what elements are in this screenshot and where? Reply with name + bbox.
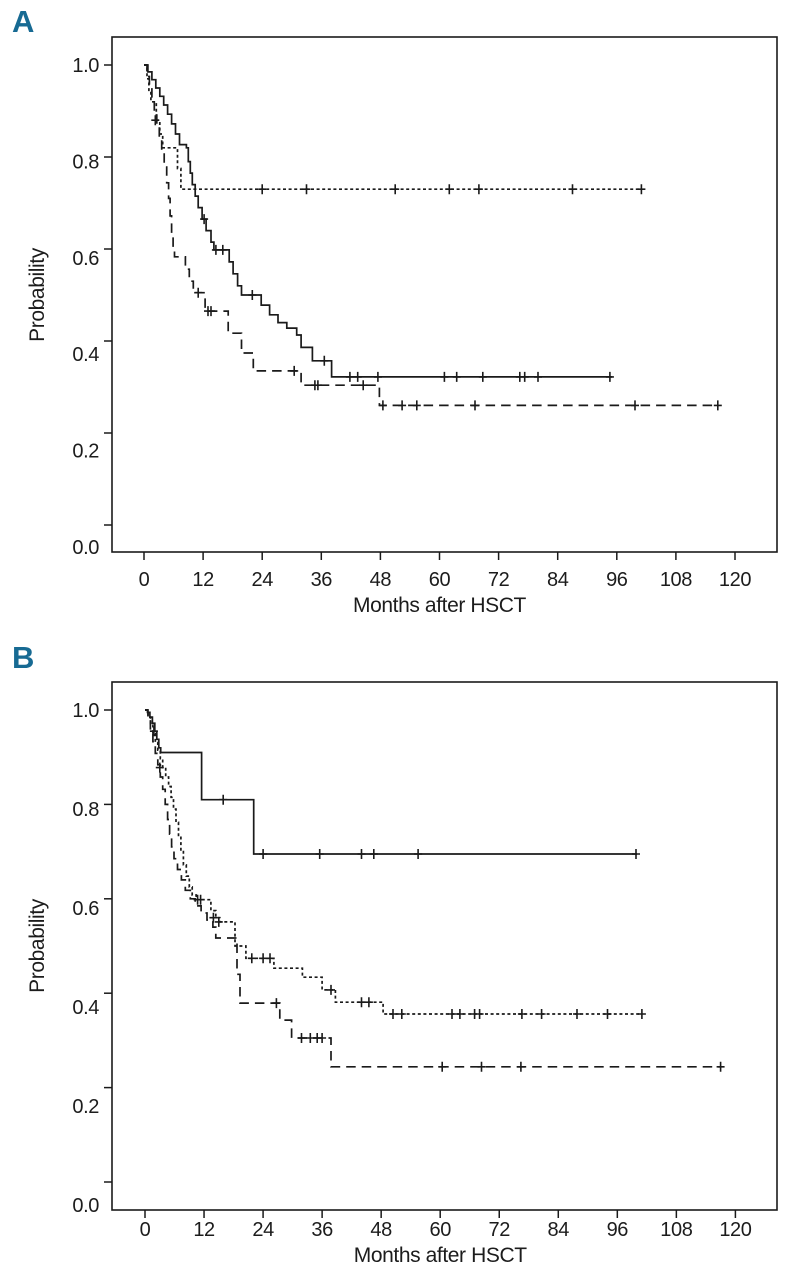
- x-tick-label: 72: [488, 569, 510, 591]
- x-tick-label: 108: [660, 569, 692, 591]
- y-tick-label: 0.2: [72, 1096, 99, 1118]
- y-tick-label: 0.4: [72, 344, 99, 366]
- x-tick-label: 48: [370, 1219, 392, 1241]
- y-tick-label: 0.6: [72, 898, 99, 920]
- y-tick-label: 0.8: [72, 799, 99, 821]
- panel-a-label: A: [12, 4, 35, 39]
- x-tick-label: 48: [370, 569, 392, 591]
- y-tick-label: 1.0: [72, 55, 99, 77]
- x-tick-label: 84: [548, 1219, 570, 1241]
- x-tick-label: 108: [660, 1219, 692, 1241]
- panel-b-plot: 0 12 24 36 48 60 72 84 96 108 120 0.0 0.2 0.4 0.6 0.8 1.…: [26, 681, 778, 1267]
- y-tick-label: 0.2: [72, 441, 99, 463]
- x-tick-label: 36: [311, 1219, 333, 1241]
- y-tick-label: 1.0: [72, 700, 99, 722]
- x-tick-label: 60: [429, 569, 451, 591]
- y-axis-title: Probability: [26, 898, 49, 993]
- x-tick-label: 0: [140, 1219, 151, 1241]
- x-tick-label: 12: [193, 1219, 215, 1241]
- series-long-dash-curve: [144, 64, 718, 407]
- x-tick-label: 0: [139, 569, 150, 591]
- series-long-dash-curve: [145, 709, 721, 1068]
- x-tick-label: 24: [251, 569, 273, 591]
- x-axis-title: Months after HSCT: [353, 594, 526, 617]
- plot-frame: [111, 36, 778, 553]
- censor-marks-short-dash-curve: [155, 762, 646, 1019]
- y-tick-label: 0.4: [72, 997, 99, 1019]
- y-tick-label: 0.8: [72, 151, 99, 173]
- censor-marks-short-dash-curve: [151, 115, 646, 195]
- y-tick-label: 0.0: [72, 537, 99, 559]
- x-tick-label: 24: [252, 1219, 274, 1241]
- y-tick-label: 0.6: [72, 248, 99, 270]
- x-tick-label: 60: [429, 1219, 451, 1241]
- x-tick-label: 72: [489, 1219, 511, 1241]
- censor-marks-solid-curve: [200, 214, 614, 382]
- x-tick-label: 84: [547, 569, 569, 591]
- x-tick-label: 12: [192, 569, 214, 591]
- series-solid-curve: [145, 709, 637, 855]
- x-axis-title: Months after HSCT: [354, 1244, 527, 1267]
- censor-marks-long-dash-curve: [272, 998, 725, 1072]
- censor-marks-long-dash-curve: [194, 287, 722, 411]
- plot-frame: [111, 681, 778, 1211]
- y-axis-title: Probability: [26, 247, 49, 342]
- censor-marks-solid-curve: [149, 726, 640, 859]
- y-tick-label: 0.0: [72, 1195, 99, 1217]
- series-solid-curve: [144, 64, 612, 378]
- series-short-dash-curve: [145, 709, 642, 1015]
- x-tick-label: 36: [311, 569, 333, 591]
- series-short-dash-curve: [144, 64, 642, 191]
- panel-b-label: B: [12, 640, 35, 675]
- x-tick-label: 96: [607, 1219, 629, 1241]
- panel-a-plot: 0 12 24 36 48 60 72 84 96 108 120 0.0 0.2 0.4 0.6 0.8 1.…: [26, 36, 778, 617]
- x-tick-label: 96: [606, 569, 628, 591]
- x-tick-label: 120: [719, 569, 751, 591]
- x-tick-label: 120: [719, 1219, 751, 1241]
